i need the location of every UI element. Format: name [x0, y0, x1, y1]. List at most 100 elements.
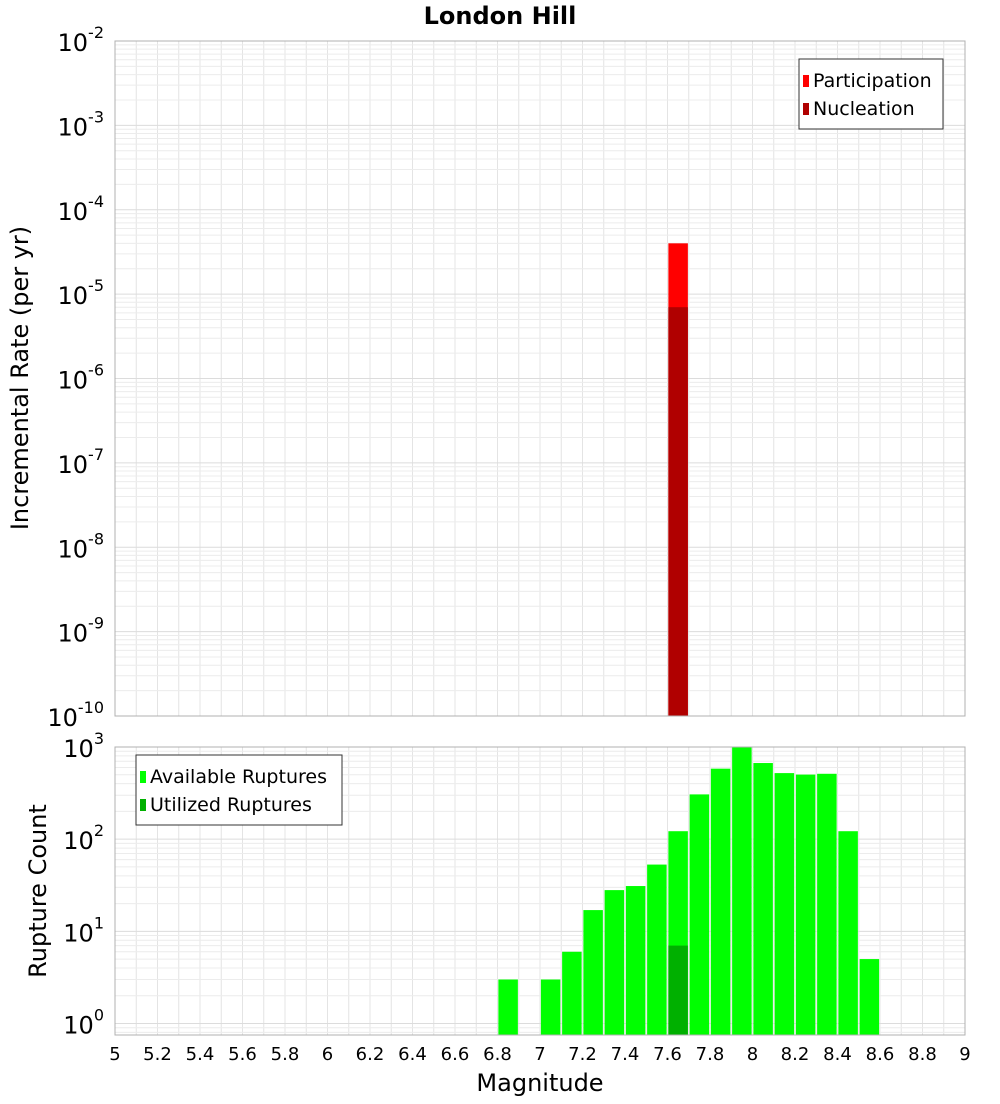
- x-axis-label: Magnitude: [476, 1069, 603, 1097]
- x-tick-label: 7.4: [611, 1044, 640, 1065]
- bottom-y-axis-label: Rupture Count: [24, 804, 52, 978]
- legend-swatch: [140, 771, 146, 783]
- bottom-legend: Available Ruptures Utilized Ruptures: [135, 754, 343, 826]
- y-tick-base: 10: [58, 367, 89, 395]
- x-tick-label: 6.6: [441, 1044, 470, 1065]
- x-tick-label: 6: [322, 1044, 333, 1065]
- bar-available-ruptures: [753, 763, 773, 1035]
- y-tick-base: 10: [58, 535, 89, 563]
- y-tick-base: 10: [58, 620, 89, 648]
- legend-label: Utilized Ruptures: [150, 794, 312, 816]
- top-grid: [115, 41, 965, 716]
- bar-available-ruptures: [583, 910, 603, 1035]
- x-tick-label: 5.8: [271, 1044, 300, 1065]
- y-tick-label: 10-10: [47, 698, 104, 732]
- x-tick-label: 7.2: [568, 1044, 597, 1065]
- y-tick-label: 10-7: [58, 445, 105, 479]
- x-tick-label: 5.2: [143, 1044, 172, 1065]
- x-tick-label: 7: [534, 1044, 545, 1065]
- bar-available-ruptures: [562, 951, 582, 1035]
- y-tick-exponent: -7: [88, 445, 104, 464]
- bar-available-ruptures: [732, 747, 752, 1035]
- x-tick-label: 8.6: [866, 1044, 895, 1065]
- y-tick-exponent: -6: [88, 361, 104, 380]
- x-tick-label: 8: [747, 1044, 758, 1065]
- y-tick-exponent: 2: [94, 821, 104, 840]
- x-tick-label: 5: [109, 1044, 120, 1065]
- y-tick-label: 10-4: [58, 192, 105, 226]
- top-bars: [668, 243, 688, 717]
- y-tick-base: 10: [47, 704, 78, 732]
- y-tick-base: 10: [58, 198, 89, 226]
- y-tick-label: 10-6: [58, 361, 105, 395]
- y-tick-base: 10: [58, 113, 89, 141]
- y-tick-exponent: -3: [88, 107, 104, 126]
- y-tick-exponent: 3: [94, 729, 104, 748]
- bar-available-ruptures: [498, 979, 518, 1035]
- y-tick-base: 10: [63, 1011, 94, 1039]
- legend-label: Available Ruptures: [150, 766, 327, 788]
- y-tick-label: 101: [63, 913, 104, 947]
- y-tick-label: 10-8: [58, 529, 105, 563]
- bar-available-ruptures: [795, 774, 816, 1035]
- y-tick-label: 10-2: [58, 23, 105, 57]
- y-tick-base: 10: [58, 451, 89, 479]
- legend-swatch: [803, 103, 809, 115]
- bar-available-ruptures: [689, 794, 710, 1035]
- legend-box: [135, 754, 343, 826]
- x-tick-label: 6.4: [398, 1044, 427, 1065]
- y-tick-exponent: -2: [88, 23, 104, 42]
- legend-swatch: [803, 75, 809, 87]
- y-tick-label: 10-3: [58, 107, 105, 141]
- y-tick-exponent: 0: [94, 1005, 104, 1024]
- x-tick-label: 6.2: [356, 1044, 385, 1065]
- bar-available-ruptures: [710, 768, 731, 1035]
- y-tick-base: 10: [63, 827, 94, 855]
- y-tick-label: 102: [63, 821, 104, 855]
- top-legend: Participation Nucleation: [798, 58, 944, 130]
- bar-available-ruptures: [774, 773, 795, 1035]
- y-tick-label: 10-5: [58, 276, 105, 310]
- y-tick-exponent: 1: [94, 913, 104, 932]
- chart-title: London Hill: [424, 2, 577, 30]
- y-tick-base: 10: [63, 919, 94, 947]
- bar-utilized-ruptures: [668, 945, 688, 1035]
- y-tick-base: 10: [58, 282, 89, 310]
- bar-available-ruptures: [604, 890, 625, 1035]
- top-y-axis-label: Incremental Rate (per yr): [6, 226, 34, 530]
- x-tick-label: 9: [959, 1044, 970, 1065]
- x-ticks: 5 5.2 5.4 5.6 5.8 6 6.2 6.4 6.6 6.8 7 7.2 7.4 7.6 7.8 8…: [109, 1044, 970, 1065]
- bar-available-ruptures: [859, 959, 880, 1035]
- y-tick-label: 100: [63, 1005, 104, 1039]
- bar-available-ruptures: [540, 979, 561, 1035]
- bottom-bars: [498, 747, 880, 1035]
- bar-available-ruptures: [838, 831, 858, 1035]
- legend-swatch: [140, 799, 146, 811]
- bar-available-ruptures: [647, 864, 667, 1035]
- x-tick-label: 8.8: [908, 1044, 937, 1065]
- x-tick-label: 7.6: [653, 1044, 682, 1065]
- legend-box: [798, 58, 944, 130]
- bar-available-ruptures: [625, 886, 646, 1035]
- y-tick-label: 103: [63, 729, 104, 763]
- legend-label: Participation: [813, 70, 932, 92]
- y-tick-base: 10: [63, 735, 94, 763]
- x-tick-label: 7.8: [696, 1044, 725, 1065]
- bar-nucleation: [668, 307, 688, 716]
- y-tick-label: 10-9: [58, 614, 105, 648]
- x-tick-label: 8.4: [823, 1044, 852, 1065]
- y-tick-exponent: -8: [88, 529, 104, 548]
- top-plot-frame: [114, 40, 966, 717]
- y-tick-exponent: -4: [88, 192, 104, 211]
- y-tick-base: 10: [58, 29, 89, 57]
- legend-label: Nucleation: [813, 98, 915, 120]
- x-tick-label: 6.8: [483, 1044, 512, 1065]
- x-tick-label: 5.6: [228, 1044, 257, 1065]
- y-tick-exponent: -5: [88, 276, 104, 295]
- bottom-plot-frame: [114, 746, 966, 1036]
